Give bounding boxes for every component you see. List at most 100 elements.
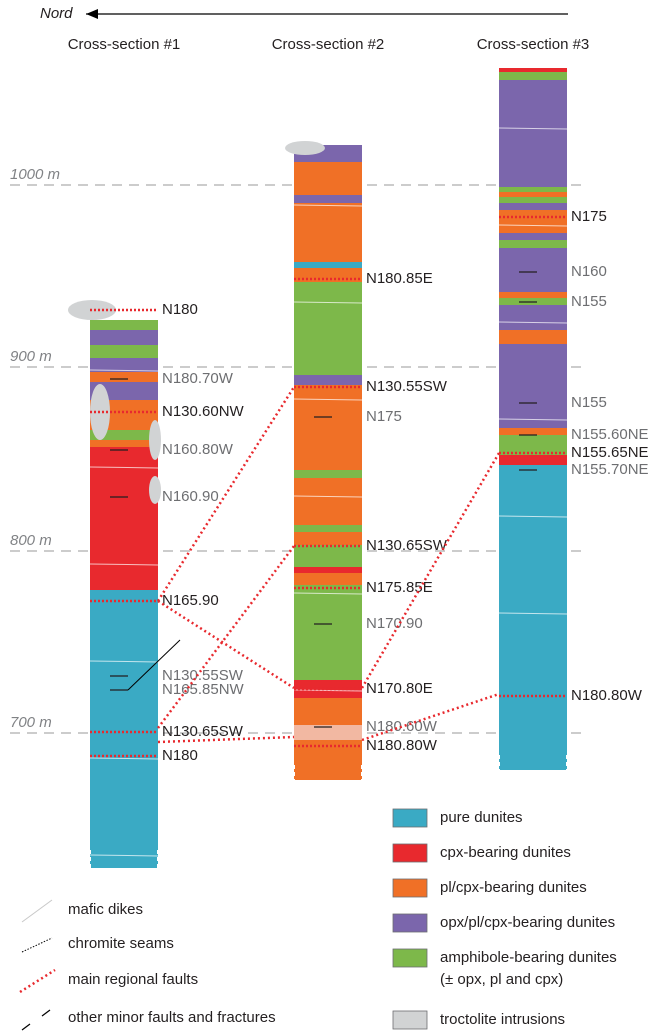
- layer: [90, 330, 158, 345]
- fault-label: N180: [162, 301, 198, 318]
- layer: [90, 358, 158, 372]
- layer: [499, 187, 567, 192]
- fault-label: N180.70W: [162, 370, 234, 387]
- legend-swatch: [392, 843, 428, 863]
- mafic-dike: [293, 592, 363, 595]
- legend-swatch: [392, 913, 428, 933]
- fault-correlation: [156, 386, 296, 602]
- legend-line: amphibole-bearing dunites: [440, 949, 617, 966]
- layer: [499, 233, 567, 240]
- layer: [499, 80, 567, 187]
- fault-label: N130.55SW: [366, 378, 448, 395]
- legend-label: pure dunites: [440, 809, 523, 826]
- legend-swatch: [392, 948, 428, 968]
- mafic-dike: [498, 515, 568, 518]
- fault-correlation: [157, 599, 295, 690]
- layer: [90, 320, 158, 330]
- legend-fault: [19, 968, 56, 994]
- fault-correlation: [156, 545, 296, 729]
- layer: [90, 310, 158, 320]
- layer: [499, 435, 567, 455]
- layer: [499, 330, 567, 344]
- fault-label: N130.65SW: [162, 723, 244, 740]
- north-label: Nord: [40, 5, 73, 22]
- layer: [294, 567, 362, 573]
- layer: [499, 248, 567, 292]
- layer: [294, 385, 362, 470]
- legend-dike: [21, 899, 53, 923]
- dike-link: [127, 639, 181, 691]
- legend-label: mafic dikes: [68, 901, 143, 918]
- layer: [294, 532, 362, 545]
- layer: [90, 345, 158, 358]
- layer-dashed-end: [294, 765, 362, 780]
- layer-dashed-end: [90, 850, 158, 868]
- fault-label: N155.70NE: [571, 461, 649, 478]
- fault-label: N155.60NE: [571, 426, 649, 443]
- legend-label: chromite seams: [68, 935, 174, 952]
- section-title: Cross-section #1: [68, 36, 181, 53]
- layer: [294, 740, 362, 765]
- layer: [294, 725, 362, 740]
- layer: [294, 162, 362, 195]
- fault-label: N155: [571, 293, 607, 310]
- mafic-dike: [293, 398, 363, 401]
- layer: [294, 525, 362, 532]
- mafic-dike: [293, 204, 363, 207]
- elevation-label: 1000 m: [10, 166, 60, 183]
- fault-label: N165.90: [162, 592, 219, 609]
- layer: [499, 428, 567, 435]
- troctolite: [285, 141, 325, 155]
- fault-label: N175.85E: [366, 579, 433, 596]
- fault-label: N180: [162, 747, 198, 764]
- layer: [294, 573, 362, 585]
- layer: [499, 68, 567, 72]
- legend-minor: [41, 1009, 51, 1017]
- elevation-label: 900 m: [10, 348, 52, 365]
- layer: [294, 478, 362, 525]
- troctolite: [149, 476, 161, 504]
- legend-label: pl/cpx-bearing dunites: [440, 879, 587, 896]
- mafic-dike: [89, 660, 159, 663]
- layer: [294, 282, 362, 375]
- layer: [499, 305, 567, 330]
- fault-label: N170.90: [366, 615, 423, 632]
- layer: [294, 470, 362, 478]
- layer: [499, 203, 567, 210]
- legend-minor: [21, 1023, 31, 1031]
- fault-label: N175: [571, 208, 607, 225]
- mafic-dike: [498, 612, 568, 615]
- fault-label: N160: [571, 263, 607, 280]
- layer: [499, 192, 567, 197]
- layer: [499, 210, 567, 233]
- fault-label: N155.65NE: [571, 444, 649, 461]
- mafic-dike: [498, 418, 568, 421]
- layer: [499, 197, 567, 203]
- arrow-head: [86, 9, 98, 19]
- mafic-dike: [89, 369, 159, 372]
- fault-label: N165.85NW: [162, 681, 245, 698]
- fault-label: N130.55SW: [162, 667, 244, 684]
- elevation-label: 700 m: [10, 714, 52, 731]
- legend-label: amphibole-bearing dunites (± opx, pl and …: [440, 949, 617, 988]
- mafic-dike: [498, 321, 568, 324]
- fault-label: N180.60W: [366, 718, 438, 735]
- layer: [294, 585, 362, 680]
- fault-correlation: [360, 452, 501, 689]
- layer: [499, 455, 567, 465]
- fault-label: N160.90: [162, 488, 219, 505]
- layer-dashed-end: [499, 755, 567, 770]
- layer: [294, 698, 362, 725]
- fault-label: N160.80W: [162, 441, 234, 458]
- layer: [90, 447, 158, 590]
- mafic-dike: [498, 224, 568, 227]
- elevation-label: 800 m: [10, 532, 52, 549]
- fault-label: N130.65SW: [366, 537, 448, 554]
- layer: [294, 545, 362, 567]
- legend-label: opx/pl/cpx-bearing dunites: [440, 914, 615, 931]
- layer: [90, 440, 158, 447]
- layer: [90, 590, 158, 850]
- fault-label: N170.80E: [366, 680, 433, 697]
- mafic-dike: [498, 127, 568, 130]
